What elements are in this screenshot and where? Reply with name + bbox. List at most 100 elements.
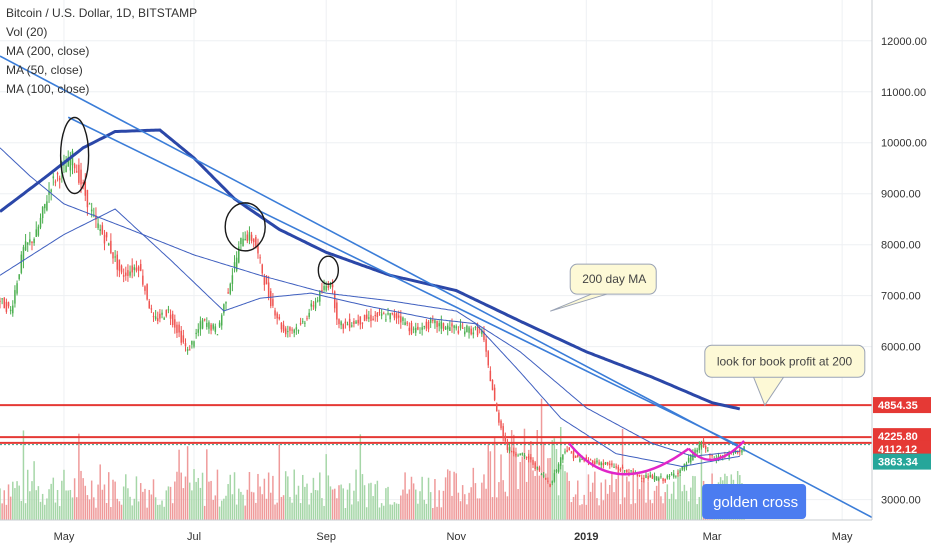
volume-bar (82, 478, 84, 520)
candle-body (470, 328, 472, 335)
volume-bar (244, 505, 246, 520)
candle-body (455, 326, 458, 329)
candle-body (112, 252, 114, 259)
candle-body (127, 270, 129, 276)
candle-body (148, 301, 150, 309)
volume-bar (120, 504, 123, 520)
candle-body (58, 178, 61, 181)
volume-bar (653, 490, 656, 520)
candle-body (655, 476, 658, 481)
legend-symbol[interactable]: Bitcoin / U.S. Dollar, 1D, BITSTAMP (6, 6, 198, 20)
cup-curve (568, 442, 690, 476)
volume-bar (589, 491, 592, 520)
volume-bar (389, 504, 391, 520)
legend-ma100[interactable]: MA (100, close) (6, 82, 90, 96)
candle-body (557, 464, 560, 472)
candle-body (116, 254, 119, 270)
volume-bar (259, 486, 261, 520)
candle-body (282, 324, 285, 332)
horizontal-levels (0, 404, 872, 446)
volume-bar (193, 469, 195, 520)
volume-bar (530, 441, 532, 520)
volume-bar (600, 482, 602, 520)
candle-body (404, 322, 406, 326)
volume-bar (157, 504, 159, 520)
legend-ma200[interactable]: MA (200, close) (6, 44, 90, 58)
candle-body (743, 446, 745, 452)
candle-body (690, 456, 692, 463)
candle-body (517, 455, 519, 457)
candle-body (319, 290, 321, 302)
candle-body (704, 445, 707, 450)
candle-body (383, 313, 385, 315)
candle-body (208, 322, 210, 329)
candle-body (660, 476, 662, 478)
volume-bar (679, 474, 681, 520)
volume-bar (425, 503, 428, 520)
volume-bar (150, 494, 153, 520)
volume-bar (551, 440, 553, 520)
ma200-line (0, 128, 741, 411)
volume-bar (502, 480, 504, 520)
volume-bar (685, 490, 688, 520)
candle-body (653, 475, 656, 481)
volume-bar (67, 490, 69, 520)
candle-body (9, 309, 12, 312)
volume-bar (658, 477, 660, 520)
callout-200dma-text: 200 day MA (582, 272, 646, 286)
volume-bar (363, 485, 366, 520)
candle-body (359, 316, 362, 325)
volume-bar (261, 494, 263, 520)
volume-bar (419, 491, 421, 520)
candle-body (348, 318, 351, 328)
volume-bar (73, 478, 76, 520)
volume-bar (323, 505, 325, 520)
volume-bar (199, 487, 202, 520)
price-level-tag (873, 397, 931, 414)
volume-bar (459, 501, 462, 520)
volume-bar (468, 492, 470, 520)
candle-body (640, 477, 643, 479)
candle-body (346, 324, 349, 326)
volume-bar (640, 480, 643, 520)
candle-body (374, 315, 376, 317)
candle-body (410, 322, 413, 334)
volume-bar (142, 491, 144, 520)
candle-body (329, 284, 332, 288)
candle-body (547, 480, 549, 482)
volume-bar (370, 482, 372, 520)
candle-body (265, 275, 268, 285)
volume-bar (451, 495, 453, 520)
volume-bar (212, 499, 214, 520)
candle-body (46, 201, 48, 211)
candle-body (527, 455, 530, 460)
volume-bar (412, 483, 415, 520)
volume-bar (223, 498, 225, 520)
candle-body (551, 481, 553, 484)
legend-volume[interactable]: Vol (20) (6, 25, 48, 39)
callout-200dma-tail (550, 291, 614, 312)
candle-body (189, 349, 191, 351)
candle-body (174, 319, 176, 328)
candle-body (387, 313, 389, 315)
volume-bar (355, 469, 357, 520)
volume-bar (594, 471, 596, 520)
volume-bar (348, 483, 351, 520)
candle-body (425, 321, 428, 329)
candle-body (216, 334, 219, 336)
candle-body (99, 229, 101, 231)
candle-body (223, 304, 225, 314)
candle-body (698, 444, 701, 451)
trendline-1 (0, 55, 872, 519)
volume-bar (570, 502, 573, 520)
volume-bar (374, 484, 376, 520)
candle-body (306, 318, 308, 320)
volume-bar (632, 476, 634, 520)
volume-bar (340, 484, 342, 520)
candle-body (542, 475, 545, 477)
candle-body (647, 476, 649, 479)
candle-body (677, 472, 679, 474)
volume-bar (327, 475, 330, 520)
legend-ma50[interactable]: MA (50, close) (6, 63, 83, 77)
